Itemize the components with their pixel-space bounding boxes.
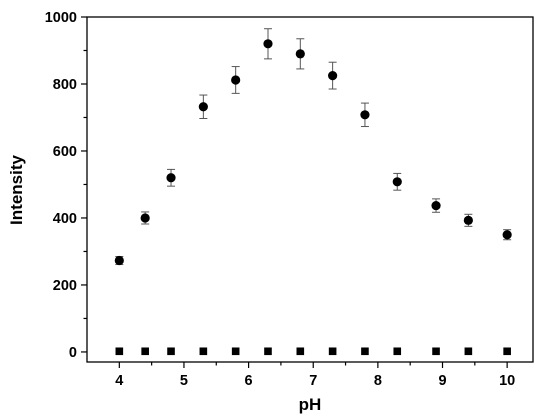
x-tick-label: 8 xyxy=(374,373,382,389)
y-tick-label: 600 xyxy=(53,144,77,160)
x-tick-label: 7 xyxy=(309,373,317,389)
data-point-circle xyxy=(463,215,473,225)
y-axis-title: Intensity xyxy=(7,155,26,225)
data-point-square xyxy=(393,347,402,356)
y-tick-label: 1000 xyxy=(45,10,77,26)
data-point-circle xyxy=(360,110,370,120)
data-point-square xyxy=(264,347,272,356)
y-tick-label: 400 xyxy=(53,211,77,227)
data-point-circle xyxy=(502,230,512,240)
data-point-circle xyxy=(198,102,208,112)
error-bars xyxy=(115,28,512,266)
x-tick-label: 9 xyxy=(438,373,446,389)
data-point-circle xyxy=(431,200,441,211)
data-point-circle xyxy=(328,71,338,81)
y-tick-label: 800 xyxy=(53,77,77,93)
x-tick-label: 4 xyxy=(115,373,123,389)
data-point-square xyxy=(361,347,369,356)
data-point-square xyxy=(199,347,208,356)
axis-ticks xyxy=(81,16,508,368)
data-point-square xyxy=(141,347,149,356)
data-point-square xyxy=(115,347,124,356)
x-tick-label: 5 xyxy=(180,373,188,389)
data-point-circle xyxy=(166,173,176,183)
data-point-circle xyxy=(231,75,241,85)
data-point-square xyxy=(296,347,305,356)
x-axis-title: pH xyxy=(299,395,322,414)
data-point-square xyxy=(464,347,473,356)
data-point-circle xyxy=(295,49,305,59)
data-points xyxy=(114,39,512,356)
plot-frame xyxy=(86,16,534,363)
x-tick-label: 6 xyxy=(245,373,253,389)
data-point-circle xyxy=(114,255,124,266)
data-point-circle xyxy=(263,39,273,49)
tick-labels: 4 5 6 7 8 9 10 0 200 400 600 800 1000 xyxy=(45,10,515,389)
data-point-square xyxy=(167,347,175,356)
data-point-square xyxy=(328,347,337,356)
data-point-circle xyxy=(392,177,402,187)
y-tick-label: 0 xyxy=(69,345,77,361)
data-point-square xyxy=(231,347,240,356)
y-tick-label: 200 xyxy=(53,278,77,294)
data-point-square xyxy=(432,347,440,356)
x-tick-label: 10 xyxy=(499,373,515,389)
data-point-square xyxy=(503,347,511,356)
data-point-circle xyxy=(140,213,150,223)
